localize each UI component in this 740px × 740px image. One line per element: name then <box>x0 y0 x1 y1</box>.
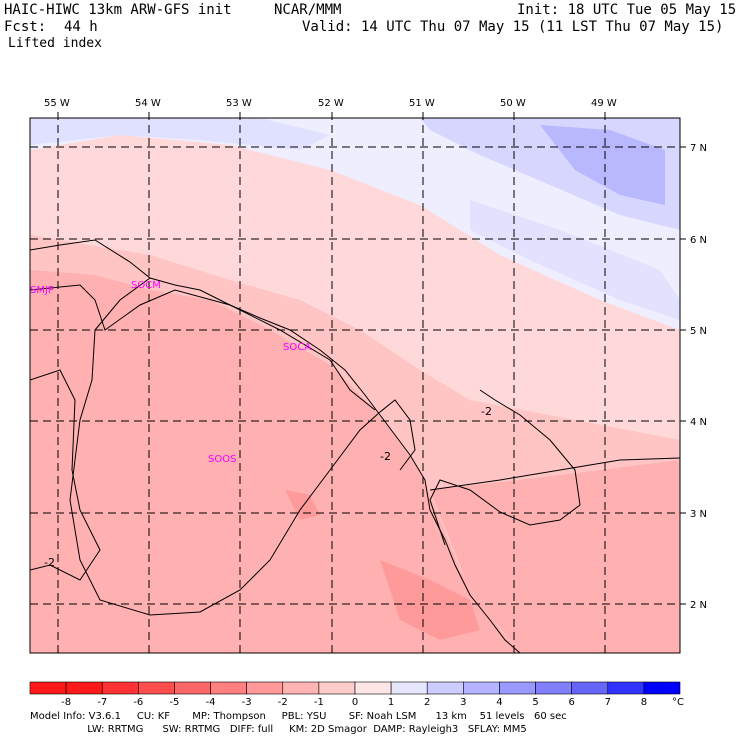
colorbar-tick-label: -7 <box>97 697 107 708</box>
colorbar-tick-label: 8 <box>641 697 647 708</box>
model-title: HAIC-HIWC 13km ARW-GFS init <box>4 2 232 18</box>
forecast-label: Fcst: <box>4 19 47 35</box>
colorbar-tick-label: 4 <box>496 697 502 708</box>
colorbar-swatch <box>354 681 392 695</box>
colorbar-swatch <box>535 681 572 695</box>
colorbar-tick-label: -1 <box>314 697 324 708</box>
colorbar-swatch <box>174 681 211 695</box>
lon-label: 50 W <box>500 98 526 109</box>
colorbar-swatch <box>499 681 536 695</box>
lon-label: 49 W <box>591 98 617 109</box>
field-name: Lifted index <box>8 36 102 51</box>
colorbar-swatch <box>101 681 139 695</box>
colorbar-swatch <box>607 681 645 695</box>
colorbar-tick-label: -8 <box>61 697 71 708</box>
colorbar-tick-label: -6 <box>133 697 143 708</box>
colorbar-tick-label: 6 <box>568 697 574 708</box>
lat-label: 2 N <box>690 600 707 611</box>
colorbar-tick-label: -4 <box>206 697 216 708</box>
station-label: SOCA <box>283 342 311 353</box>
stable-band-3 <box>470 200 680 320</box>
lat-label: 4 N <box>690 417 707 428</box>
lat-label: 7 N <box>690 143 707 154</box>
lat-label: 3 N <box>690 509 707 520</box>
unstable-patch <box>380 560 480 640</box>
colorbar-tick-label: 1 <box>388 697 394 708</box>
contour-line-3 <box>429 457 680 491</box>
colorbar-tick-label: -3 <box>242 697 252 708</box>
colorbar-swatch <box>318 681 356 695</box>
unstable-patch-2 <box>285 490 320 520</box>
colorbar-tick-label: 3 <box>460 697 466 708</box>
land-region <box>30 270 520 653</box>
valid-time: Valid: 14 UTC Thu 07 May 15 (11 LST Thu … <box>302 19 724 35</box>
contour-label: -2 <box>481 405 492 418</box>
contour-line-4 <box>379 399 416 471</box>
colorbar: -8 -7 -6 -5 -4 -3 -2 -1 0 1 2 3 4 5 6 7 8 <box>29 681 681 708</box>
model-info-line2: LW: RRTMG SW: RRTMG DIFF: full KM: 2D Sm… <box>30 724 527 735</box>
stable-band-2 <box>30 118 330 150</box>
lon-label: 53 W <box>226 98 252 109</box>
border-line-2 <box>30 369 101 581</box>
model-info-line1: Model Info: V3.6.1 CU: KF MP: Thompson P… <box>30 711 567 722</box>
colorbar-tick-label: 7 <box>605 697 611 708</box>
contour-label: -2 <box>380 450 391 463</box>
contour-line <box>30 284 376 411</box>
colorbar-tick-label: 0 <box>352 697 358 708</box>
lat-label: 5 N <box>690 326 707 337</box>
colorbar-swatch <box>282 681 320 695</box>
station-label: SOCM <box>131 280 161 291</box>
colorbar-swatch <box>571 681 609 695</box>
colorbar-swatch <box>138 681 175 695</box>
colorbar-swatch <box>390 681 428 695</box>
lat-label: 6 N <box>690 235 707 246</box>
map-frame <box>29 117 681 654</box>
coastline <box>30 239 521 653</box>
border-line <box>69 277 381 616</box>
colorbar-swatch <box>65 681 103 695</box>
lon-label: 52 W <box>318 98 344 109</box>
lon-label: 51 W <box>409 98 435 109</box>
contour-line-2 <box>429 389 581 546</box>
colorbar-swatch <box>246 681 284 695</box>
contour-label: -2 <box>44 556 55 569</box>
stable-core <box>540 125 665 205</box>
colorbar-tick-label: -5 <box>169 697 179 708</box>
lon-label: 54 W <box>135 98 161 109</box>
colorbar-tick-label: -2 <box>278 697 288 708</box>
colorbar-tick-label: 5 <box>532 697 538 708</box>
colorbar-swatch <box>29 681 67 695</box>
colorbar-swatch <box>643 681 681 695</box>
graticule <box>30 112 686 653</box>
init-time: Init: 18 UTC Tue 05 May 15 <box>517 2 737 18</box>
organization: NCAR/MMM <box>274 2 342 18</box>
colorbar-unit: °C <box>672 697 684 708</box>
colorbar-swatch <box>210 681 247 695</box>
station-label: SMJP <box>30 285 54 296</box>
colorbar-tick-label: 2 <box>424 697 430 708</box>
station-label: SOOS <box>208 454 236 465</box>
lon-label: 55 W <box>44 98 70 109</box>
forecast-hours: 44 h <box>64 19 98 35</box>
colorbar-swatch <box>426 681 464 695</box>
ocean-unstable-region <box>430 460 680 653</box>
colorbar-swatch <box>463 681 500 695</box>
